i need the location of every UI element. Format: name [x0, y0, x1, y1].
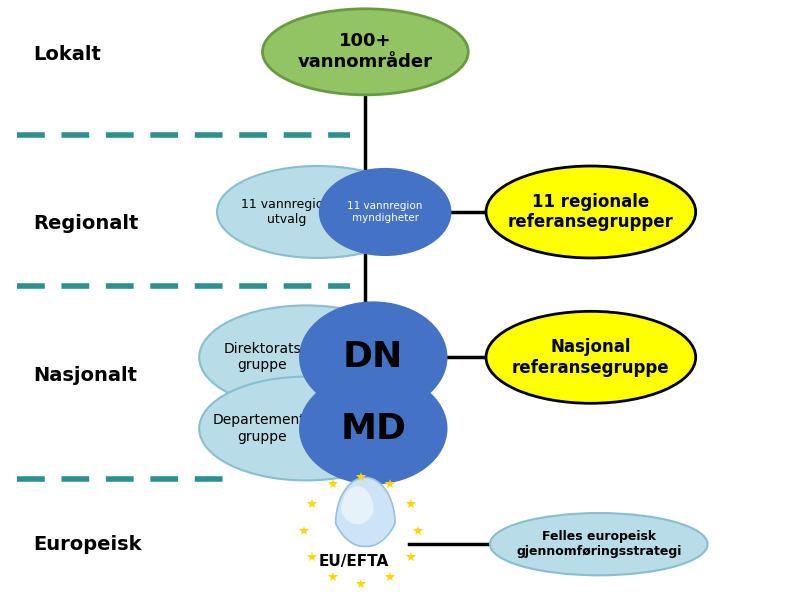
Text: Departements
gruppe: Departements gruppe	[213, 414, 312, 443]
Text: Lokalt: Lokalt	[33, 45, 101, 64]
Ellipse shape	[300, 302, 446, 412]
Ellipse shape	[486, 166, 696, 258]
Text: Europeisk: Europeisk	[33, 535, 141, 554]
Ellipse shape	[199, 377, 413, 480]
Text: DN: DN	[343, 340, 403, 374]
Text: EU/EFTA: EU/EFTA	[318, 554, 388, 570]
Polygon shape	[336, 477, 395, 547]
Ellipse shape	[300, 374, 446, 483]
Ellipse shape	[320, 169, 450, 255]
Text: Nasjonal
referansegruppe: Nasjonal referansegruppe	[512, 338, 669, 377]
Text: 11 vannregion
myndigheter: 11 vannregion myndigheter	[348, 201, 423, 223]
Polygon shape	[341, 486, 374, 524]
Text: Felles europeisk
gjennomføringsstrategi: Felles europeisk gjennomføringsstrategi	[516, 530, 681, 558]
Text: Nasjonalt: Nasjonalt	[33, 365, 137, 384]
Text: MD: MD	[341, 411, 407, 445]
Text: Direktorats
gruppe: Direktorats gruppe	[224, 342, 302, 372]
Text: 100+
vannområder: 100+ vannområder	[298, 32, 433, 71]
Text: Regionalt: Regionalt	[33, 215, 138, 234]
Ellipse shape	[217, 166, 418, 258]
Ellipse shape	[263, 9, 468, 95]
Ellipse shape	[490, 513, 707, 575]
Text: 11 regionale
referansegrupper: 11 regionale referansegrupper	[508, 193, 674, 231]
Ellipse shape	[486, 311, 696, 403]
Text: 11 vannregion
utvalg: 11 vannregion utvalg	[241, 198, 331, 226]
Ellipse shape	[199, 305, 413, 409]
